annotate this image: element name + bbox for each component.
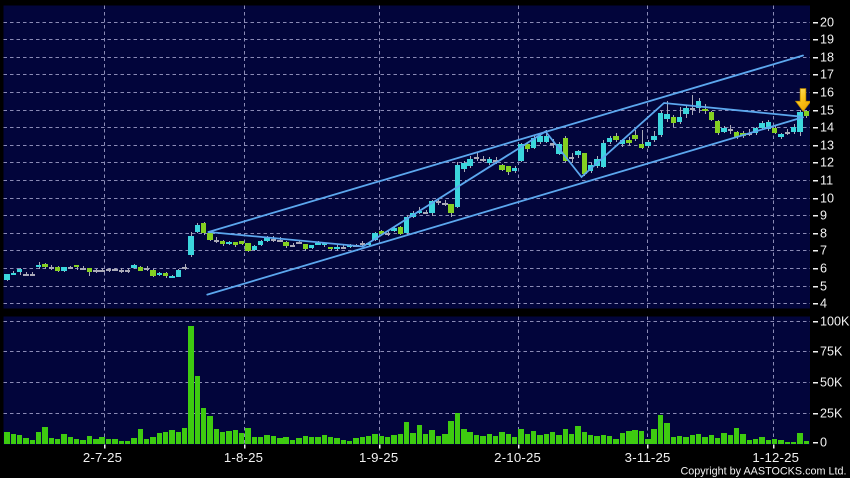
svg-text:5: 5 [820,280,827,294]
svg-text:19: 19 [820,33,834,47]
svg-text:0: 0 [820,436,827,450]
svg-text:16: 16 [820,86,834,100]
svg-text:9: 9 [820,209,827,223]
svg-text:2-7-25: 2-7-25 [83,450,122,465]
svg-text:7: 7 [820,244,827,258]
svg-text:10: 10 [820,192,834,206]
svg-text:100K: 100K [820,315,850,329]
svg-text:1-8-25: 1-8-25 [224,450,263,465]
svg-text:2-10-25: 2-10-25 [494,450,541,465]
svg-text:14: 14 [820,121,834,135]
svg-text:6: 6 [820,262,827,276]
svg-text:18: 18 [820,51,834,65]
svg-text:Copyright by AASTOCKS.com Ltd.: Copyright by AASTOCKS.com Ltd. [680,466,846,478]
svg-text:11: 11 [820,174,833,188]
svg-text:3-11-25: 3-11-25 [625,450,671,465]
svg-text:1-9-25: 1-9-25 [359,450,398,465]
svg-text:12: 12 [820,156,834,170]
svg-text:75K: 75K [820,345,843,359]
svg-text:4: 4 [820,297,827,311]
svg-text:13: 13 [820,139,834,153]
svg-text:50K: 50K [820,376,843,390]
svg-text:25K: 25K [820,407,843,421]
svg-text:17: 17 [820,68,834,82]
svg-text:15: 15 [820,104,834,118]
svg-text:1-12-25: 1-12-25 [752,450,799,465]
svg-text:8: 8 [820,227,827,241]
svg-text:20: 20 [820,16,834,30]
